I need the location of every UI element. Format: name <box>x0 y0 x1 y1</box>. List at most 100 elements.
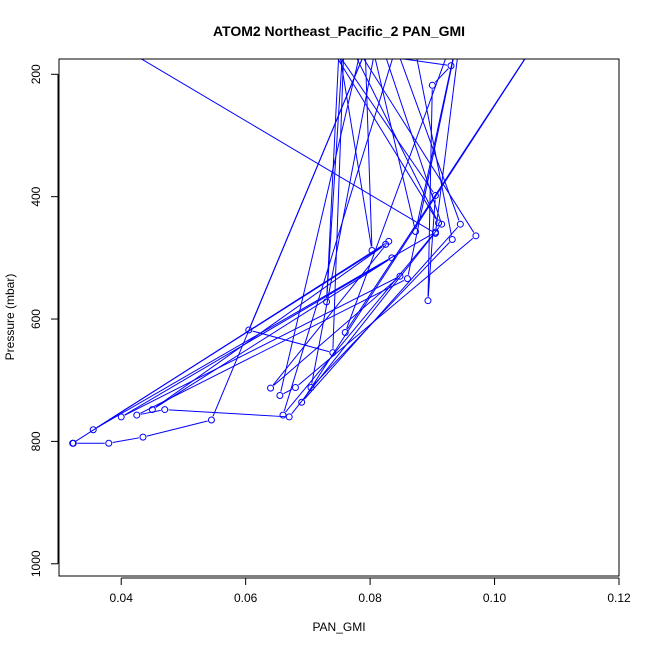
data-point <box>56 7 62 13</box>
series-segment <box>415 59 454 228</box>
series-segment <box>272 244 387 386</box>
plot-area <box>56 7 560 447</box>
series-segment <box>140 280 405 414</box>
data-point <box>161 406 169 414</box>
data-point <box>448 235 456 243</box>
series-segment <box>280 59 360 392</box>
data-point <box>245 326 253 334</box>
series-segment <box>435 59 458 230</box>
x-tick-label: 0.12 <box>607 591 631 605</box>
data-point <box>380 7 386 13</box>
series-segment <box>273 278 398 386</box>
data-point <box>307 384 315 392</box>
series-segment <box>407 59 454 275</box>
series-segment <box>146 420 208 437</box>
data-point <box>380 7 386 13</box>
series-segment <box>168 409 286 418</box>
data-point <box>403 275 411 283</box>
data-point <box>424 297 432 305</box>
series-segment <box>416 59 452 236</box>
data-point <box>133 411 141 419</box>
series-segment <box>346 59 526 330</box>
data-point <box>361 7 367 13</box>
series-segment <box>298 238 474 386</box>
data-point <box>323 298 331 306</box>
data-point <box>69 439 77 447</box>
series-segment <box>385 59 441 221</box>
y-tick-label: 1000 <box>29 550 43 577</box>
data-point <box>388 254 396 262</box>
series-segment <box>249 59 363 327</box>
data-point <box>329 349 337 357</box>
chart-title: ATOM2 Northeast_Pacific_2 PAN_GMI <box>213 23 465 39</box>
data-point <box>285 413 293 421</box>
data-point <box>368 247 376 255</box>
series-segment <box>427 89 433 297</box>
data-point <box>89 426 97 434</box>
data-point <box>207 416 215 424</box>
data-point <box>330 7 336 13</box>
data-point <box>267 384 275 392</box>
series-segment <box>313 242 450 386</box>
series-segment <box>155 259 389 408</box>
series-segment <box>365 59 373 247</box>
series-segment <box>283 59 393 412</box>
series-segment <box>140 59 433 232</box>
series-segment <box>346 59 447 329</box>
data-point <box>428 81 436 89</box>
series-segment <box>326 59 340 298</box>
x-tick-label: 0.10 <box>483 591 507 605</box>
series-segment <box>124 259 389 416</box>
data-point <box>117 413 125 421</box>
data-point <box>139 433 147 441</box>
data-point <box>367 7 373 13</box>
x-tick-label: 0.08 <box>358 591 382 605</box>
data-point <box>460 7 466 13</box>
data-point <box>279 411 287 419</box>
data-point <box>341 328 349 336</box>
data-point <box>105 439 113 447</box>
series-segment <box>75 243 386 442</box>
series-segment <box>303 226 459 400</box>
data-point <box>404 7 410 13</box>
data-point <box>148 406 156 414</box>
series-segment <box>399 59 460 221</box>
data-point <box>305 7 311 13</box>
x-axis-label: PAN_GMI <box>312 620 365 634</box>
data-point <box>276 392 284 400</box>
data-point <box>472 232 480 240</box>
series-segment <box>96 233 433 429</box>
y-tick-label: 400 <box>29 186 43 206</box>
series-segment <box>363 59 475 233</box>
series-segment <box>291 234 434 415</box>
data-point <box>291 384 299 392</box>
data-point <box>298 398 306 406</box>
data-point <box>336 47 342 53</box>
plot-frame <box>58 58 620 577</box>
y-tick-label: 800 <box>29 431 43 451</box>
x-axis: 0.04 0.06 0.08 0.10 0.12 <box>110 577 631 605</box>
data-point <box>431 191 439 199</box>
series-segment <box>340 59 434 193</box>
series-segment <box>332 59 344 349</box>
y-axis: 200 400 600 800 1000 <box>29 64 59 577</box>
data-point <box>342 7 348 13</box>
y-tick-label: 200 <box>29 64 43 84</box>
series-segment <box>124 277 397 416</box>
x-tick-label: 0.04 <box>110 591 134 605</box>
series-segment <box>285 226 440 413</box>
y-axis-label: Pressure (mbar) <box>3 274 17 361</box>
series-segment <box>374 59 416 228</box>
data-point <box>412 228 420 236</box>
series-segment <box>112 437 140 444</box>
data-point <box>554 7 560 13</box>
data-point <box>438 220 446 228</box>
data-point <box>385 237 393 245</box>
series-segment <box>337 59 437 220</box>
data-point <box>435 219 443 227</box>
data-point <box>396 272 404 280</box>
x-tick-label: 0.06 <box>234 591 258 605</box>
data-point <box>460 7 466 13</box>
series-segment <box>356 59 438 220</box>
